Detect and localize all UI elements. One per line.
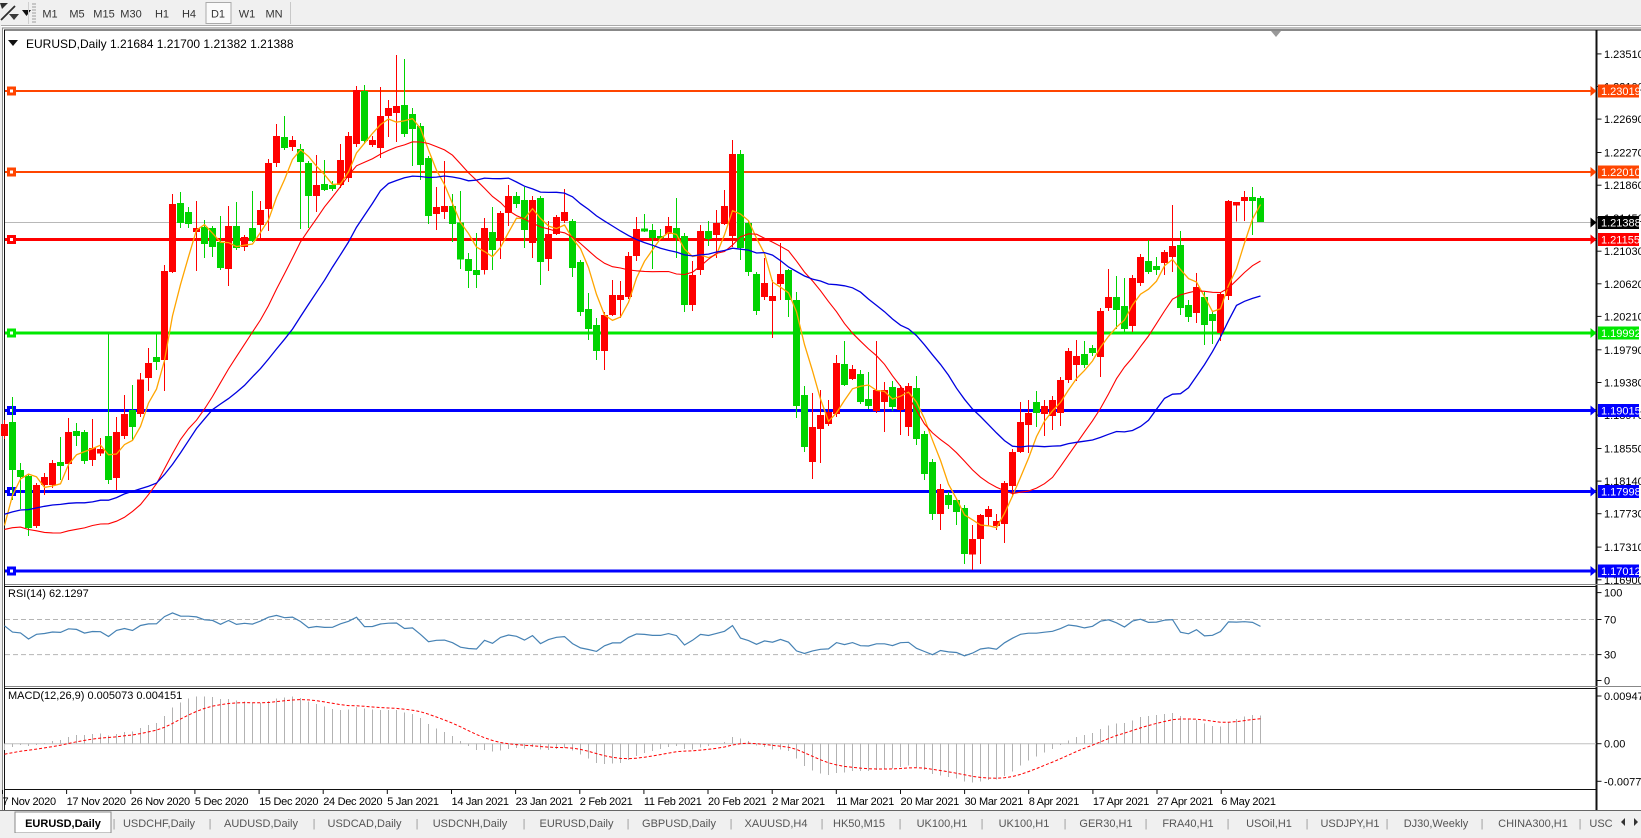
svg-text:100: 100 <box>1604 588 1622 600</box>
svg-text:1.19992: 1.19992 <box>1601 328 1641 340</box>
svg-text:|: | <box>821 818 824 830</box>
svg-text:M30: M30 <box>120 9 141 21</box>
svg-text:H4: H4 <box>182 9 196 21</box>
svg-text:1.20620: 1.20620 <box>1604 279 1641 291</box>
svg-text:20 Feb 2021: 20 Feb 2021 <box>708 796 767 808</box>
svg-text:|: | <box>1227 818 1230 830</box>
svg-text:15 Dec 2020: 15 Dec 2020 <box>259 796 318 808</box>
svg-text:UK100,H1: UK100,H1 <box>917 818 968 830</box>
svg-text:|: | <box>113 818 116 830</box>
svg-text:D1: D1 <box>211 9 225 21</box>
svg-text:24 Dec 2020: 24 Dec 2020 <box>323 796 382 808</box>
svg-text:27 Apr 2021: 27 Apr 2021 <box>1157 796 1213 808</box>
svg-text:1.16900: 1.16900 <box>1604 575 1641 587</box>
svg-text:11 Mar 2021: 11 Mar 2021 <box>836 796 894 808</box>
svg-text:1.19790: 1.19790 <box>1604 345 1641 357</box>
svg-text:5 Dec 2020: 5 Dec 2020 <box>195 796 248 808</box>
svg-text:1.21860: 1.21860 <box>1604 180 1641 192</box>
svg-text:|: | <box>1306 818 1309 830</box>
svg-text:USDCAD,Daily: USDCAD,Daily <box>328 818 402 830</box>
svg-text:1.17012: 1.17012 <box>1601 566 1641 578</box>
svg-text:MACD(12,26,9) 0.005073 0.00415: MACD(12,26,9) 0.005073 0.004151 <box>8 690 182 702</box>
svg-text:1.17998: 1.17998 <box>1601 487 1641 499</box>
svg-text:USC: USC <box>1589 818 1612 830</box>
svg-text:11 Feb 2021: 11 Feb 2021 <box>644 796 702 808</box>
svg-text:|: | <box>1386 818 1389 830</box>
svg-text:|: | <box>730 818 733 830</box>
svg-text:1.19380: 1.19380 <box>1604 378 1641 390</box>
svg-text:USDCNH,Daily: USDCNH,Daily <box>433 818 508 830</box>
svg-text:|: | <box>899 818 902 830</box>
svg-text:20 Mar 2021: 20 Mar 2021 <box>901 796 960 808</box>
svg-text:GBPUSD,Daily: GBPUSD,Daily <box>642 818 716 830</box>
svg-text:1.19015: 1.19015 <box>1601 406 1641 418</box>
svg-text:6 May 2021: 6 May 2021 <box>1221 796 1276 808</box>
svg-text:0: 0 <box>1604 676 1610 688</box>
svg-text:23 Jan 2021: 23 Jan 2021 <box>516 796 573 808</box>
svg-text:7 Nov 2020: 7 Nov 2020 <box>3 796 56 808</box>
svg-text:8 Apr 2021: 8 Apr 2021 <box>1029 796 1079 808</box>
svg-text:|: | <box>1145 818 1148 830</box>
svg-text:UK100,H1: UK100,H1 <box>999 818 1050 830</box>
svg-text:|: | <box>1579 818 1582 830</box>
svg-text:|: | <box>313 818 316 830</box>
svg-text:|: | <box>627 818 630 830</box>
svg-text:1.22270: 1.22270 <box>1604 148 1641 160</box>
svg-text:1.23019: 1.23019 <box>1601 86 1641 98</box>
svg-text:1.17730: 1.17730 <box>1604 509 1641 521</box>
svg-text:W1: W1 <box>239 9 256 21</box>
svg-text:DJ30,Weekly: DJ30,Weekly <box>1404 818 1469 830</box>
svg-text:17 Nov 2020: 17 Nov 2020 <box>67 796 126 808</box>
svg-text:RSI(14) 62.1297: RSI(14) 62.1297 <box>8 588 89 600</box>
svg-text:1.20210: 1.20210 <box>1604 311 1641 323</box>
svg-text:|: | <box>416 818 419 830</box>
svg-text:EURUSD,Daily: EURUSD,Daily <box>25 818 102 830</box>
svg-text:0.009478: 0.009478 <box>1604 691 1641 703</box>
svg-text:-0.007778: -0.007778 <box>1604 776 1641 788</box>
svg-text:26 Nov 2020: 26 Nov 2020 <box>131 796 190 808</box>
svg-text:USOil,H1: USOil,H1 <box>1246 818 1292 830</box>
svg-text:|: | <box>1481 818 1484 830</box>
svg-text:17 Apr 2021: 17 Apr 2021 <box>1093 796 1149 808</box>
svg-text:30 Mar 2021: 30 Mar 2021 <box>965 796 1024 808</box>
svg-text:MN: MN <box>265 9 282 21</box>
svg-text:FRA40,H1: FRA40,H1 <box>1162 818 1213 830</box>
svg-text:1.21388: 1.21388 <box>1601 218 1641 230</box>
svg-text:H1: H1 <box>155 9 169 21</box>
svg-text:0.00: 0.00 <box>1604 739 1625 751</box>
svg-text:EURUSD,Daily: EURUSD,Daily <box>540 818 614 830</box>
svg-text:M1: M1 <box>42 9 57 21</box>
svg-text:1.18550: 1.18550 <box>1604 444 1641 456</box>
svg-text:HK50,M15: HK50,M15 <box>833 818 885 830</box>
svg-text:AUDUSD,Daily: AUDUSD,Daily <box>224 818 298 830</box>
svg-text:XAUUSD,H4: XAUUSD,H4 <box>745 818 808 830</box>
svg-text:M5: M5 <box>69 9 84 21</box>
svg-text:GER30,H1: GER30,H1 <box>1079 818 1132 830</box>
svg-text:70: 70 <box>1604 615 1616 627</box>
svg-text:1.21030: 1.21030 <box>1604 246 1641 258</box>
svg-text:CHINA300,H1: CHINA300,H1 <box>1498 818 1568 830</box>
svg-text:2 Feb 2021: 2 Feb 2021 <box>580 796 633 808</box>
svg-text:1.17310: 1.17310 <box>1604 542 1641 554</box>
svg-text:|: | <box>1064 818 1067 830</box>
svg-text:1.22690: 1.22690 <box>1604 114 1641 126</box>
svg-text:EURUSD,Daily 1.21684 1.21700: EURUSD,Daily 1.21684 1.21700 1.21382 1.2… <box>26 37 294 51</box>
svg-text:1.23510: 1.23510 <box>1604 49 1641 61</box>
svg-text:1.22010: 1.22010 <box>1601 167 1641 179</box>
svg-text:5 Jan 2021: 5 Jan 2021 <box>387 796 439 808</box>
svg-text:M15: M15 <box>93 9 114 21</box>
svg-text:1.21155: 1.21155 <box>1601 235 1640 247</box>
svg-text:|: | <box>209 818 212 830</box>
svg-text:USDJPY,H1: USDJPY,H1 <box>1320 818 1379 830</box>
svg-text:|: | <box>981 818 984 830</box>
svg-text:|: | <box>523 818 526 830</box>
svg-text:USDCHF,Daily: USDCHF,Daily <box>123 818 196 830</box>
svg-text:30: 30 <box>1604 650 1616 662</box>
svg-text:14 Jan 2021: 14 Jan 2021 <box>452 796 509 808</box>
svg-text:2 Mar 2021: 2 Mar 2021 <box>772 796 825 808</box>
